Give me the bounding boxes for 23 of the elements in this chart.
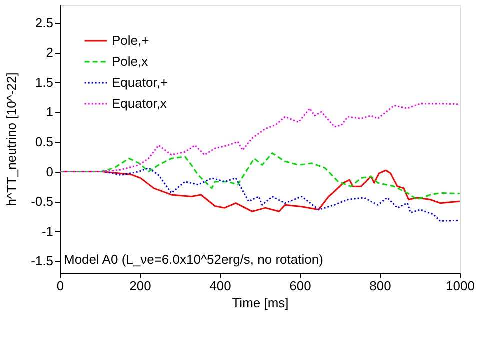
y-tick-label: -1.5 <box>31 254 54 269</box>
y-tick-label: 2 <box>46 45 54 60</box>
y-tick-label: 1 <box>46 104 54 120</box>
y-tick-label: 0 <box>46 164 54 180</box>
legend-label: Pole,+ <box>112 33 150 48</box>
y-tick-label: -1 <box>42 224 54 239</box>
annotation: Model A0 (L_νe=6.0x10^52erg/s, no rotation) <box>64 252 324 267</box>
legend-label: Pole,x <box>112 54 149 69</box>
x-tick-label: 1000 <box>446 278 475 294</box>
y-tick-label: 2.5 <box>35 15 54 30</box>
legend-label: Equator,x <box>112 96 168 111</box>
x-axis-title: Time [ms] <box>232 296 289 310</box>
x-tick-label: 400 <box>210 278 232 294</box>
legend-label: Equator,+ <box>112 75 168 90</box>
x-tick-label: 800 <box>370 278 392 294</box>
y-tick-label: 1.5 <box>35 74 54 90</box>
y-tick-label: 0.5 <box>35 134 54 150</box>
y-axis-title: h^TT_neutrino [10^-22] <box>4 72 20 206</box>
y-tick-label: -0.5 <box>31 194 54 210</box>
x-tick-label: 0 <box>56 278 64 294</box>
line-series <box>59 152 461 200</box>
x-tick-label: 200 <box>130 278 152 294</box>
x-tick-label: 600 <box>290 278 312 294</box>
